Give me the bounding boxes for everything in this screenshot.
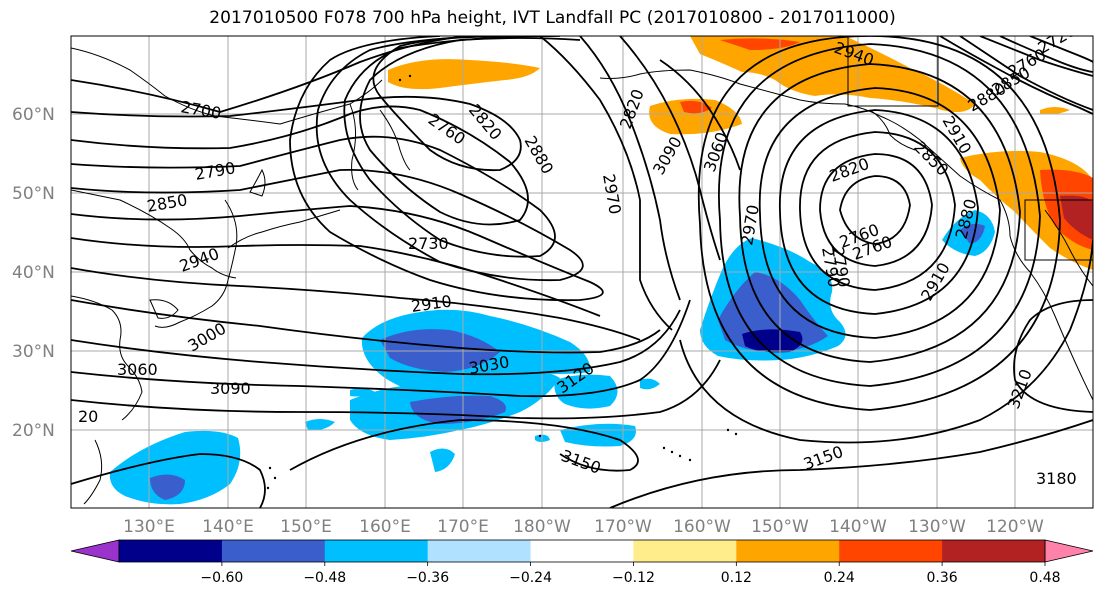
colorbar-swatch (119, 540, 223, 562)
colorbar-swatch (633, 540, 737, 562)
coastlines (71, 36, 1093, 505)
colorbar: −0.60 −0.48 −0.36 −0.24 −0.12 0.12 0.24 0.36 0.4… (70, 539, 1094, 586)
lon-label: 150°E (280, 517, 332, 537)
colorbar-frame (118, 539, 1046, 563)
longitude-labels: 130°E 140°E 150°E 160°E 170°E 180°W 170°… (123, 517, 1044, 537)
colorbar-tick-label: −0.36 (406, 570, 449, 586)
colorbar-tick-label: 0.12 (721, 570, 752, 586)
svg-text:3180: 3180 (1036, 469, 1077, 488)
colorbar-tick-label: 0.48 (1029, 570, 1060, 586)
svg-text:3090: 3090 (210, 379, 251, 398)
svg-text:2730: 2730 (408, 234, 449, 253)
colorbar-swatch (736, 540, 840, 562)
lat-label-50n: 50°N (12, 184, 55, 204)
colorbar-tick-label: −0.24 (509, 570, 552, 586)
lat-label-60n: 60°N (12, 105, 55, 125)
colorbar-swatch (942, 540, 1046, 562)
lon-label: 170°E (437, 517, 489, 537)
colorbar-tick-label: −0.12 (612, 570, 655, 586)
colorbar-swatch (839, 540, 943, 562)
colorbar-swatch (324, 540, 429, 562)
lon-label: 170°W (594, 517, 652, 537)
lat-label-20n: 20°N (12, 421, 55, 441)
height-contours (71, 36, 1093, 508)
colorbar-extend-max (1044, 539, 1094, 563)
lon-label: 120°W (986, 517, 1044, 537)
colorbar-tick-label: −0.60 (200, 570, 243, 586)
colorbar-tick-label: 0.24 (824, 570, 855, 586)
map-title: 2017010500 F078 700 hPa height, IVT Land… (209, 8, 896, 28)
colorbar-tick-label: 0.36 (927, 570, 958, 586)
lon-label: 160°E (359, 517, 411, 537)
lat-label-30n: 30°N (12, 342, 55, 362)
lon-label: 130°W (908, 517, 966, 537)
lon-label: 150°W (751, 517, 809, 537)
map-frame (70, 35, 1094, 509)
lon-label: 160°W (673, 517, 731, 537)
island-dots (266, 74, 738, 490)
lon-label: 130°E (123, 517, 175, 537)
lat-label-40n: 40°N (12, 263, 55, 283)
colorbar-extend-min (70, 539, 120, 563)
lon-label: 140°W (829, 517, 887, 537)
svg-text:3060: 3060 (117, 360, 158, 379)
colorbar-swatch (427, 540, 532, 562)
svg-text:20: 20 (78, 407, 98, 426)
colorbar-swatch (221, 540, 326, 562)
ivt-negative-anomaly (109, 210, 995, 505)
lon-label: 180°W (513, 517, 571, 537)
lon-label: 140°E (202, 517, 254, 537)
colorbar-swatch (530, 540, 634, 562)
colorbar-tick-label: −0.48 (303, 570, 346, 586)
graticule (71, 36, 1093, 508)
latitude-labels: 60°N 50°N 40°N 30°N 20°N (12, 105, 55, 441)
